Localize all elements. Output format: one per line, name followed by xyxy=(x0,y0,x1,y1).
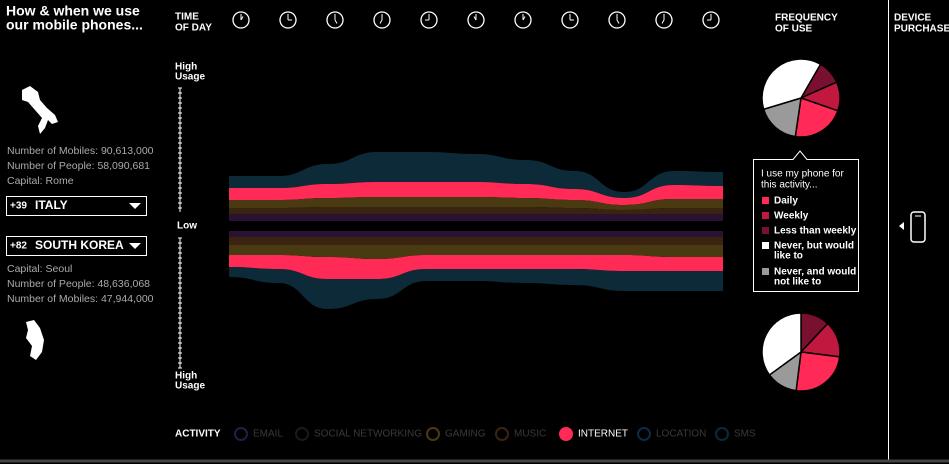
clock-hand xyxy=(661,19,665,24)
legend-label: Less than weekly xyxy=(774,226,857,237)
stream-layer xyxy=(229,207,723,214)
legend-label: Daily xyxy=(774,196,798,207)
clock xyxy=(561,11,579,29)
stream-layer xyxy=(229,152,723,198)
clock-hand xyxy=(334,19,338,24)
activity-label: ACTIVITY xyxy=(175,429,221,440)
dropdown-arrow xyxy=(129,203,141,209)
legend-swatch xyxy=(762,212,769,219)
clock xyxy=(326,11,344,29)
scale-label: Usage xyxy=(175,72,205,83)
legend-swatch xyxy=(762,227,769,234)
pie-slice[interactable] xyxy=(762,96,802,138)
device-purchase-label: PURCHASE xyxy=(894,24,949,35)
country-name: SOUTH KOREA xyxy=(35,238,124,252)
title: our mobile phones... xyxy=(6,17,143,33)
pie-slice[interactable] xyxy=(761,58,822,111)
device-purchase-label: DEVICE xyxy=(894,13,932,24)
tooltip-box xyxy=(753,150,859,292)
pie-slice[interactable] xyxy=(761,312,802,376)
activity-name[interactable]: SMS xyxy=(734,429,756,440)
clock-hand xyxy=(379,19,383,24)
country-info: Number of Mobiles: 90,613,000 xyxy=(7,145,154,157)
scale-label: Low xyxy=(177,221,197,232)
activity-toggle[interactable] xyxy=(559,427,573,441)
pie-slice[interactable] xyxy=(794,96,839,138)
clock-hand xyxy=(522,16,526,21)
country-dropdown[interactable] xyxy=(6,196,147,216)
country-info: Number of People: 48,636,068 xyxy=(7,278,150,290)
frequency-label: OF USE xyxy=(775,24,813,35)
activity-name[interactable]: LOCATION xyxy=(656,429,706,440)
stream-layer xyxy=(229,231,723,237)
clock xyxy=(702,11,720,29)
stream-layer xyxy=(229,197,723,210)
activity-toggle[interactable] xyxy=(234,427,248,441)
country-code: +39 xyxy=(10,201,27,212)
clock xyxy=(279,11,297,29)
activity-toggle[interactable] xyxy=(637,427,651,441)
frequency-label: FREQUENCY xyxy=(775,13,838,24)
clock xyxy=(467,11,485,29)
korea-map xyxy=(26,320,44,360)
country-name: ITALY xyxy=(35,198,68,212)
country-info: Number of Mobiles: 47,944,000 xyxy=(7,293,154,305)
legend-swatch xyxy=(762,242,769,249)
stream-layer xyxy=(229,182,723,205)
country-code: +82 xyxy=(10,241,27,252)
clock-hand xyxy=(240,16,244,21)
clock xyxy=(655,11,673,29)
stream-layer xyxy=(229,237,723,245)
country-dropdown[interactable] xyxy=(6,236,147,256)
activity-name[interactable]: EMAIL xyxy=(253,429,283,440)
time-of-day-label: TIME xyxy=(175,12,199,23)
clock xyxy=(514,11,532,29)
clock xyxy=(232,11,250,29)
title: How & when we use xyxy=(6,3,140,19)
legend-label: like to xyxy=(774,251,803,262)
italy-map xyxy=(22,86,58,134)
tooltip-heading: I use my phone for xyxy=(761,169,844,180)
time-of-day-label: OF DAY xyxy=(175,23,212,34)
activity-name[interactable]: MUSIC xyxy=(514,429,546,440)
arrow xyxy=(899,222,904,230)
phone-icon[interactable] xyxy=(910,211,926,243)
legend-swatch xyxy=(762,197,769,204)
stream-layer xyxy=(229,255,723,279)
scale-label: Usage xyxy=(175,381,205,392)
activity-toggle[interactable] xyxy=(295,427,309,441)
stream-layer xyxy=(229,267,723,309)
clock-hand xyxy=(473,16,477,21)
legend-label: Weekly xyxy=(774,211,809,222)
legend-swatch xyxy=(762,268,769,275)
clock xyxy=(608,11,626,29)
legend-label: not like to xyxy=(774,277,821,288)
legend-label: Never, and would xyxy=(774,267,856,278)
dropdown-arrow xyxy=(129,243,141,249)
clock-hand xyxy=(616,19,620,24)
activity-toggle[interactable] xyxy=(426,427,440,441)
activity-name[interactable]: GAMING xyxy=(445,429,486,440)
scale-label: High xyxy=(175,62,197,73)
tooltip-heading: this activity... xyxy=(761,180,818,191)
stream-layer xyxy=(229,214,723,221)
scale-label: High xyxy=(175,371,197,382)
activity-toggle[interactable] xyxy=(495,427,509,441)
country-info: Capital: Rome xyxy=(7,175,74,187)
country-info: Capital: Seoul xyxy=(7,263,72,275)
stream-layer xyxy=(229,245,723,259)
clock xyxy=(373,11,391,29)
clock xyxy=(420,11,438,29)
legend-label: Never, but would xyxy=(774,241,854,252)
activity-name[interactable]: SOCIAL NETWORKING xyxy=(314,429,422,440)
pie-slice[interactable] xyxy=(795,351,841,392)
country-info: Number of People: 58,090,681 xyxy=(7,160,150,172)
activity-name[interactable]: INTERNET xyxy=(578,429,628,440)
activity-toggle[interactable] xyxy=(715,427,729,441)
